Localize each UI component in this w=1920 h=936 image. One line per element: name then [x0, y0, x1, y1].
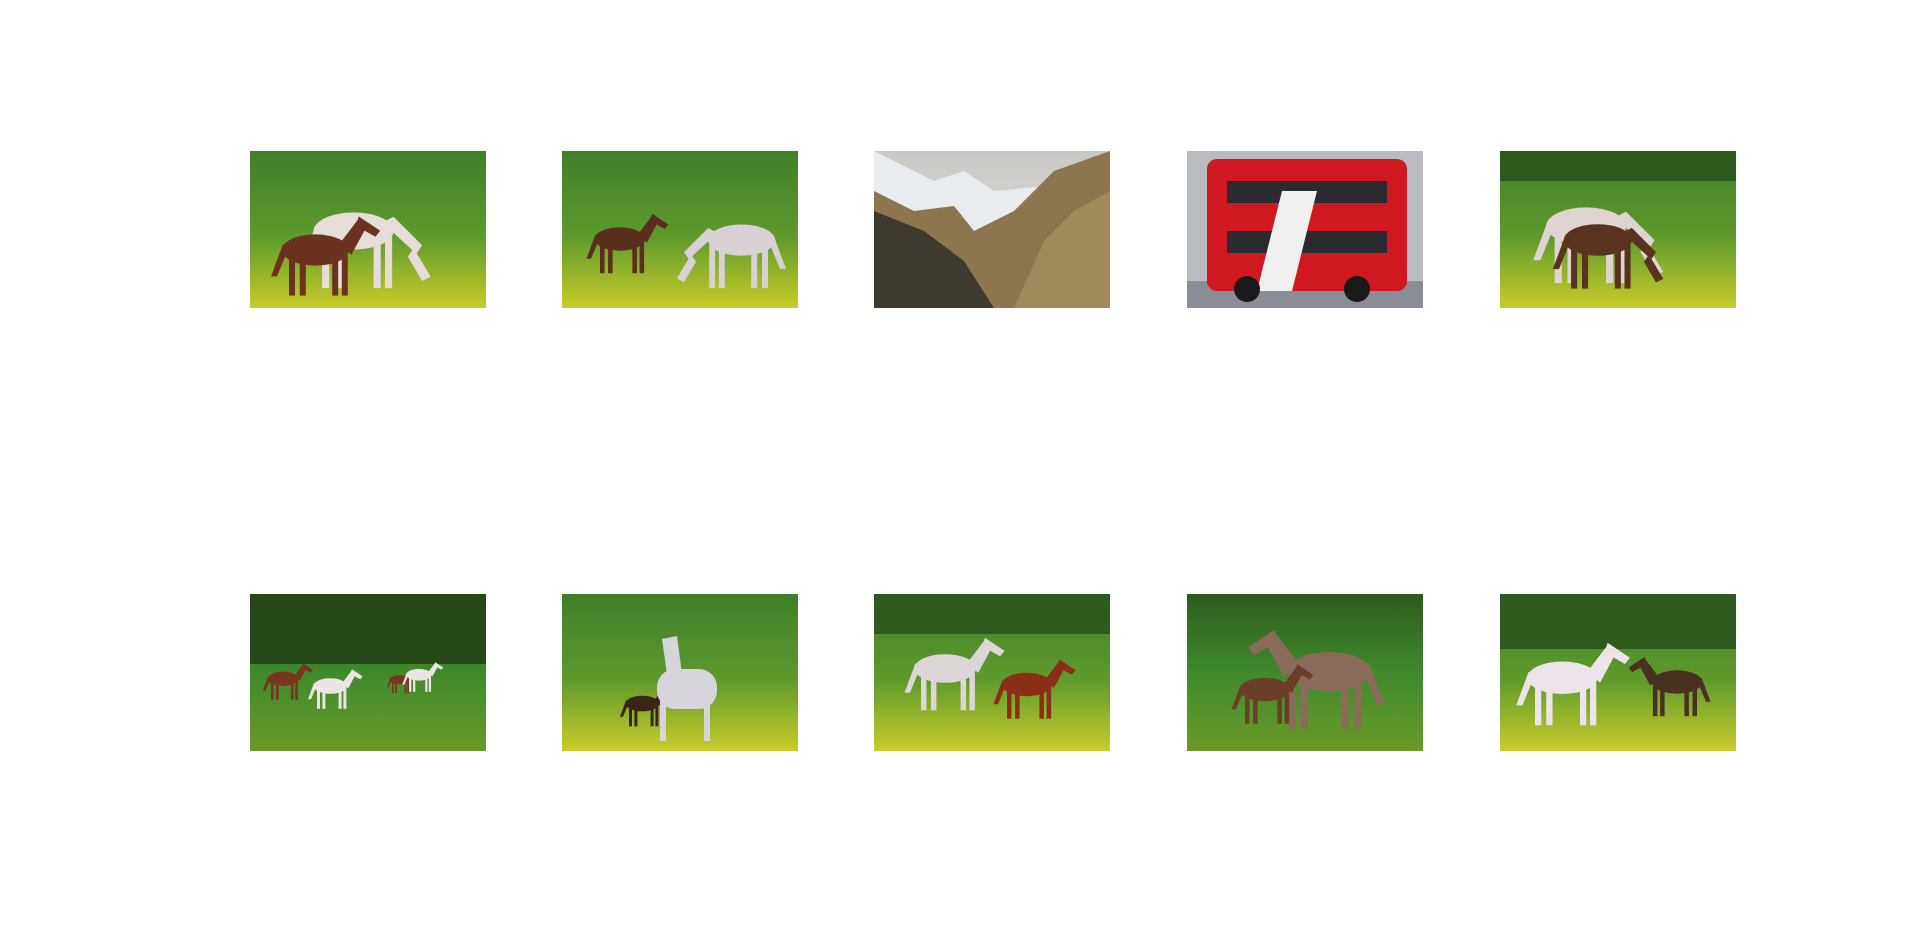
horse: [704, 699, 710, 741]
trees: [250, 594, 486, 664]
trees: [874, 594, 1110, 634]
wheel: [1344, 276, 1370, 302]
bus-windows: [1227, 231, 1387, 253]
bus-stripe: [1257, 191, 1317, 291]
thumbnail[interactable]: [562, 151, 798, 308]
thumbnail[interactable]: [562, 594, 798, 751]
horse: [657, 669, 717, 709]
thumbnail[interactable]: [1187, 151, 1423, 308]
wheel: [1234, 276, 1260, 302]
thumbnail[interactable]: [1500, 594, 1736, 751]
trees: [1500, 151, 1736, 181]
rock: [874, 211, 994, 308]
horse: [660, 699, 666, 741]
thumbnail[interactable]: [874, 594, 1110, 751]
thumbnail[interactable]: [1187, 594, 1423, 751]
thumbnail[interactable]: [250, 151, 486, 308]
thumbnail[interactable]: [874, 151, 1110, 308]
trees: [1500, 594, 1736, 649]
horse: [662, 636, 682, 674]
thumbnail[interactable]: [1500, 151, 1736, 308]
rock: [1014, 191, 1110, 308]
thumbnail[interactable]: [250, 594, 486, 751]
